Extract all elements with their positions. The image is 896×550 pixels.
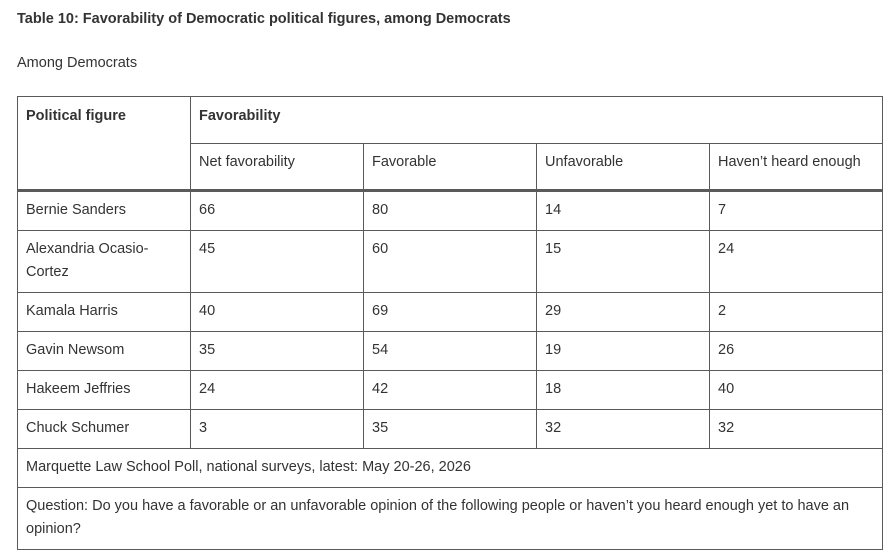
source-note-row: Marquette Law School Poll, national surv…	[16, 448, 884, 488]
table-title: Table 10: Favorability of Democratic pol…	[17, 11, 511, 27]
cell-havent-heard-enough: 40	[708, 370, 884, 410]
header-unfavorable: Unfavorable	[536, 143, 710, 192]
header-favorability: Favorability	[189, 96, 884, 144]
cell-unfavorable: 29	[536, 292, 710, 332]
cell-unfavorable: 19	[536, 331, 710, 371]
header-net-favorability: Net favorability	[190, 143, 364, 192]
row-name: Alexandria Ocasio-Cortez	[17, 230, 191, 293]
cell-favorable: 69	[363, 292, 537, 332]
table-row: Chuck Schumer 3 35 32 32	[17, 409, 884, 449]
table-subtitle: Among Democrats	[17, 55, 138, 71]
row-name: Hakeem Jeffries	[17, 370, 191, 410]
row-name: Kamala Harris	[17, 292, 191, 332]
cell-net-favorability: 35	[190, 331, 364, 371]
cell-unfavorable: 18	[536, 370, 710, 410]
cell-unfavorable: 15	[536, 230, 710, 293]
cell-favorable: 60	[363, 230, 537, 293]
cell-net-favorability: 66	[190, 190, 364, 231]
cell-favorable: 35	[363, 409, 537, 449]
table-row: Gavin Newsom 35 54 19 26	[17, 331, 884, 371]
favorability-table: Political figure Favorability Net favora…	[16, 96, 884, 550]
cell-favorable: 80	[363, 190, 537, 231]
header-favorable: Favorable	[363, 143, 537, 192]
cell-net-favorability: 24	[190, 370, 364, 410]
cell-favorable: 42	[363, 370, 537, 410]
source-note: Marquette Law School Poll, national surv…	[16, 448, 884, 488]
cell-havent-heard-enough: 24	[708, 230, 884, 293]
cell-net-favorability: 45	[190, 230, 364, 293]
cell-favorable: 54	[363, 331, 537, 371]
cell-net-favorability: 3	[190, 409, 364, 449]
subheader-row: Net favorability Favorable Unfavorable H…	[18, 143, 884, 192]
table-row: Bernie Sanders 66 80 14 7	[17, 190, 884, 231]
header-political-figure: Political figure	[17, 96, 191, 191]
cell-unfavorable: 14	[536, 190, 710, 231]
cell-havent-heard-enough: 26	[708, 331, 884, 371]
cell-net-favorability: 40	[190, 292, 364, 332]
table-row: Alexandria Ocasio-Cortez 45 60 15 24	[17, 230, 884, 293]
cell-unfavorable: 32	[536, 409, 710, 449]
row-name: Gavin Newsom	[17, 331, 191, 371]
row-name: Chuck Schumer	[17, 409, 191, 449]
row-name: Bernie Sanders	[17, 190, 191, 231]
table-row: Hakeem Jeffries 24 42 18 40	[17, 370, 884, 410]
cell-havent-heard-enough: 2	[708, 292, 884, 332]
header-havent-heard-enough: Haven’t heard enough	[708, 143, 884, 192]
question-note-row: Question: Do you have a favorable or an …	[16, 487, 884, 550]
cell-havent-heard-enough: 32	[708, 409, 884, 449]
cell-havent-heard-enough: 7	[708, 190, 884, 231]
question-note: Question: Do you have a favorable or an …	[16, 487, 884, 550]
table-row: Kamala Harris 40 69 29 2	[17, 292, 884, 332]
